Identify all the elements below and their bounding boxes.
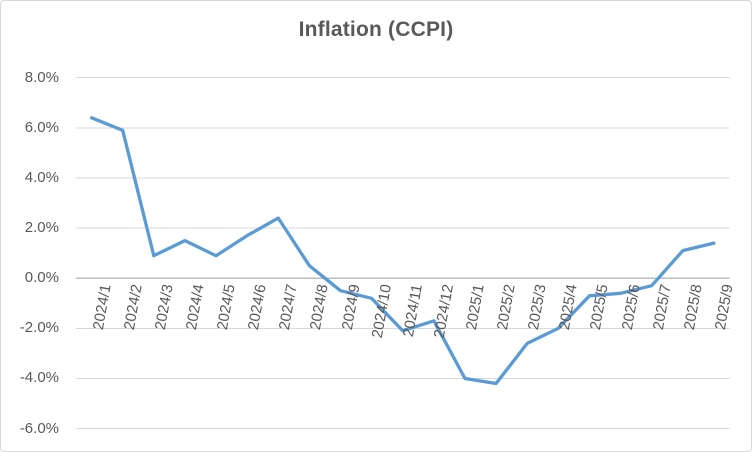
- y-axis-tick-label: 4.0%: [24, 169, 59, 186]
- y-axis-tick-label: 2.0%: [24, 219, 59, 236]
- y-axis-tick-label: 8.0%: [24, 69, 59, 86]
- y-axis-tick-label: -2.0%: [19, 319, 59, 336]
- y-axis-tick-label: 0.0%: [24, 269, 59, 286]
- chart-title: Inflation (CCPI): [298, 18, 454, 41]
- y-axis-tick-label: 6.0%: [24, 119, 59, 136]
- y-axis-tick-label: -6.0%: [19, 420, 59, 437]
- y-axis-tick-label: -4.0%: [19, 369, 59, 386]
- inflation-line-series: [89, 116, 716, 386]
